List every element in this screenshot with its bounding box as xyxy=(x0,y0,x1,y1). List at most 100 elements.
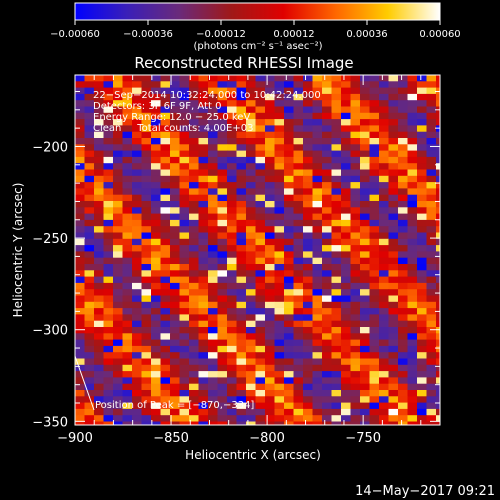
heatmap-cell xyxy=(84,264,95,271)
heatmap-cell xyxy=(312,232,323,240)
heatmap-cell xyxy=(151,169,161,177)
heatmap-cell xyxy=(84,320,95,328)
heatmap-cell xyxy=(141,295,152,303)
heatmap-cell xyxy=(198,282,209,290)
heatmap-cell xyxy=(350,264,361,271)
heatmap-cell xyxy=(132,421,142,425)
heatmap-cell xyxy=(75,75,85,82)
heatmap-cell xyxy=(436,100,440,107)
heatmap-cell xyxy=(284,408,294,416)
heatmap-cell xyxy=(103,251,114,259)
heatmap-cell xyxy=(398,201,408,208)
heatmap-cell xyxy=(151,358,161,366)
heatmap-cell xyxy=(360,308,370,315)
heatmap-cell xyxy=(341,314,351,322)
heatmap-cell xyxy=(113,213,123,221)
heatmap-cell xyxy=(113,81,123,88)
heatmap-cell xyxy=(360,213,370,221)
heatmap-cell xyxy=(217,182,228,189)
heatmap-cell xyxy=(360,201,370,208)
heatmap-cell xyxy=(179,219,190,227)
heatmap-cell xyxy=(189,377,199,385)
heatmap-cell xyxy=(303,390,313,397)
heatmap-cell xyxy=(417,219,427,227)
heatmap-cell xyxy=(265,257,275,265)
heatmap-cell xyxy=(407,87,418,95)
heatmap-cell xyxy=(160,201,171,208)
heatmap-cell xyxy=(84,289,95,296)
heatmap-cell xyxy=(246,194,256,202)
heatmap-cell xyxy=(303,75,313,82)
heatmap-cell xyxy=(141,219,152,227)
heatmap-cell xyxy=(407,314,418,322)
heatmap-cell xyxy=(369,415,380,422)
heatmap-cell xyxy=(94,238,104,246)
heatmap-cell xyxy=(360,377,370,385)
heatmap-cell xyxy=(284,264,294,271)
heatmap-cell xyxy=(293,408,304,416)
heatmap-cell xyxy=(312,308,323,315)
heatmap-cell xyxy=(331,188,342,196)
heatmap-cell xyxy=(141,93,152,101)
heatmap-cell xyxy=(179,93,190,101)
heatmap-cell xyxy=(407,396,418,403)
heatmap-cell xyxy=(132,226,142,233)
heatmap-cell xyxy=(369,100,380,107)
heatmap-cell xyxy=(293,207,304,214)
heatmap-cell xyxy=(341,138,351,145)
heatmap-cell xyxy=(122,339,133,347)
heatmap-cell xyxy=(284,289,294,296)
heatmap-cell xyxy=(436,377,440,385)
heatmap-cell xyxy=(341,383,351,391)
heatmap-cell xyxy=(113,219,123,227)
heatmap-cell xyxy=(255,219,266,227)
heatmap-cell xyxy=(208,383,218,391)
heatmap-cell xyxy=(151,308,161,315)
heatmap-cell xyxy=(198,207,209,214)
heatmap-cell xyxy=(236,201,247,208)
heatmap-cell xyxy=(284,282,294,290)
heatmap-cell xyxy=(198,345,209,353)
heatmap-cell xyxy=(208,345,218,353)
heatmap-cell xyxy=(426,308,437,315)
heatmap-cell xyxy=(360,138,370,145)
heatmap-cell xyxy=(189,245,199,252)
heatmap-cell xyxy=(331,75,342,82)
heatmap-cell xyxy=(208,377,218,385)
heatmap-cell xyxy=(265,314,275,322)
heatmap-cell xyxy=(303,175,313,183)
heatmap-cell xyxy=(160,301,171,309)
heatmap-cell xyxy=(103,182,114,189)
heatmap-cell xyxy=(436,402,440,410)
heatmap-cell xyxy=(217,339,228,347)
heatmap-cell xyxy=(236,251,247,259)
heatmap-cell xyxy=(398,125,408,133)
heatmap-cell xyxy=(170,75,180,82)
heatmap-cell xyxy=(312,289,323,296)
heatmap-cell xyxy=(379,377,389,385)
heatmap-cell xyxy=(322,377,332,385)
heatmap-cell xyxy=(141,175,152,183)
heatmap-cell xyxy=(208,390,218,397)
heatmap-cell xyxy=(113,289,123,296)
heatmap-cell xyxy=(350,327,361,334)
heatmap-cell xyxy=(198,238,209,246)
heatmap-cell xyxy=(255,125,266,133)
heatmap-cell xyxy=(331,156,342,164)
heatmap-cell xyxy=(388,213,399,221)
heatmap-cell xyxy=(122,320,133,328)
heatmap-cell xyxy=(312,251,323,259)
heatmap-cell xyxy=(246,144,256,151)
heatmap-cell xyxy=(151,270,161,277)
heatmap-cell xyxy=(208,327,218,334)
heatmap-cell xyxy=(75,377,85,385)
heatmap-cell xyxy=(103,320,114,328)
heatmap-cell xyxy=(265,408,275,416)
heatmap-cell xyxy=(284,345,294,353)
heatmap-cell xyxy=(151,182,161,189)
heatmap-cell xyxy=(398,415,408,422)
heatmap-cell xyxy=(350,257,361,265)
heatmap-cell xyxy=(255,87,266,95)
heatmap-cell xyxy=(350,415,361,422)
